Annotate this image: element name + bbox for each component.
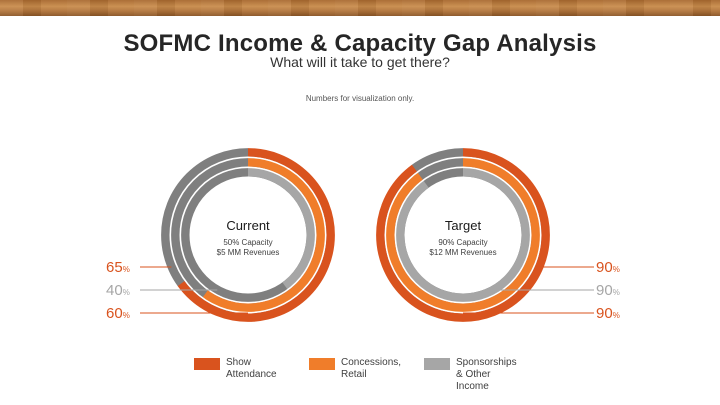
ring-value-arc (247, 167, 316, 290)
value-label-unit: % (613, 311, 620, 320)
donut-center-label: Target (445, 218, 482, 233)
legend-label: Concessions, (341, 357, 402, 368)
legend-label: Attendance (226, 369, 277, 380)
ring-separator (179, 166, 317, 304)
legend-item-concessions-retail: Concessions, Retail (309, 357, 419, 381)
value-label: 65% (106, 259, 130, 276)
ring-separator (384, 156, 542, 314)
legend-swatch (309, 358, 335, 370)
legend-item-show-attendance: Show Attendance (194, 357, 304, 381)
ring-separator (169, 156, 327, 314)
page-subtitle: What will it take to get there? (270, 54, 450, 70)
value-label: 90% (596, 259, 620, 276)
legend-label: Retail (341, 369, 367, 380)
page-title: SOFMC Income & Capacity Gap Analysis (123, 30, 597, 57)
value-label: 40% (106, 282, 130, 299)
ring-value-arc (385, 157, 541, 313)
donut-center-detail: $5 MM Revenues (217, 248, 280, 257)
ring-value-arc (202, 157, 326, 313)
ring-separator (394, 166, 532, 304)
visualization-note: Numbers for visualization only. (305, 94, 415, 103)
legend-label: Income (456, 381, 489, 392)
value-label-unit: % (123, 311, 130, 320)
ring-value-arc (395, 167, 531, 303)
ring-value-arc (177, 147, 336, 323)
ring-separator (374, 146, 552, 324)
legend-label: Sponsorships (456, 357, 517, 368)
ring-value-arc (375, 147, 551, 323)
value-label-unit: % (123, 265, 130, 274)
header-wood-bar (0, 0, 720, 16)
value-label-unit: % (613, 288, 620, 297)
donut-target: Target 90% Capacity$12 MM Revenues 90% 90% 9… (374, 146, 620, 324)
ring-separator (159, 146, 337, 324)
value-label-unit: % (123, 288, 130, 297)
donut-center-detail: $12 MM Revenues (429, 248, 496, 257)
legend-label: Show (226, 357, 252, 368)
legend-label: & Other (456, 369, 491, 380)
value-label: 90% (596, 305, 620, 322)
value-label: 90% (596, 282, 620, 299)
legend-item-sponsorships: Sponsorships & Other Income (424, 357, 534, 393)
legend-swatch (424, 358, 450, 370)
donut-center-detail: 50% Capacity (223, 238, 272, 247)
legend-swatch (194, 358, 220, 370)
donut-center-label: Current (226, 218, 270, 233)
donut-center-detail: 90% Capacity (438, 238, 487, 247)
donut-current: Current 50% Capacity$5 MM Revenues 65% 40% 6… (106, 146, 337, 324)
value-label-unit: % (613, 265, 620, 274)
value-label: 60% (106, 305, 130, 322)
